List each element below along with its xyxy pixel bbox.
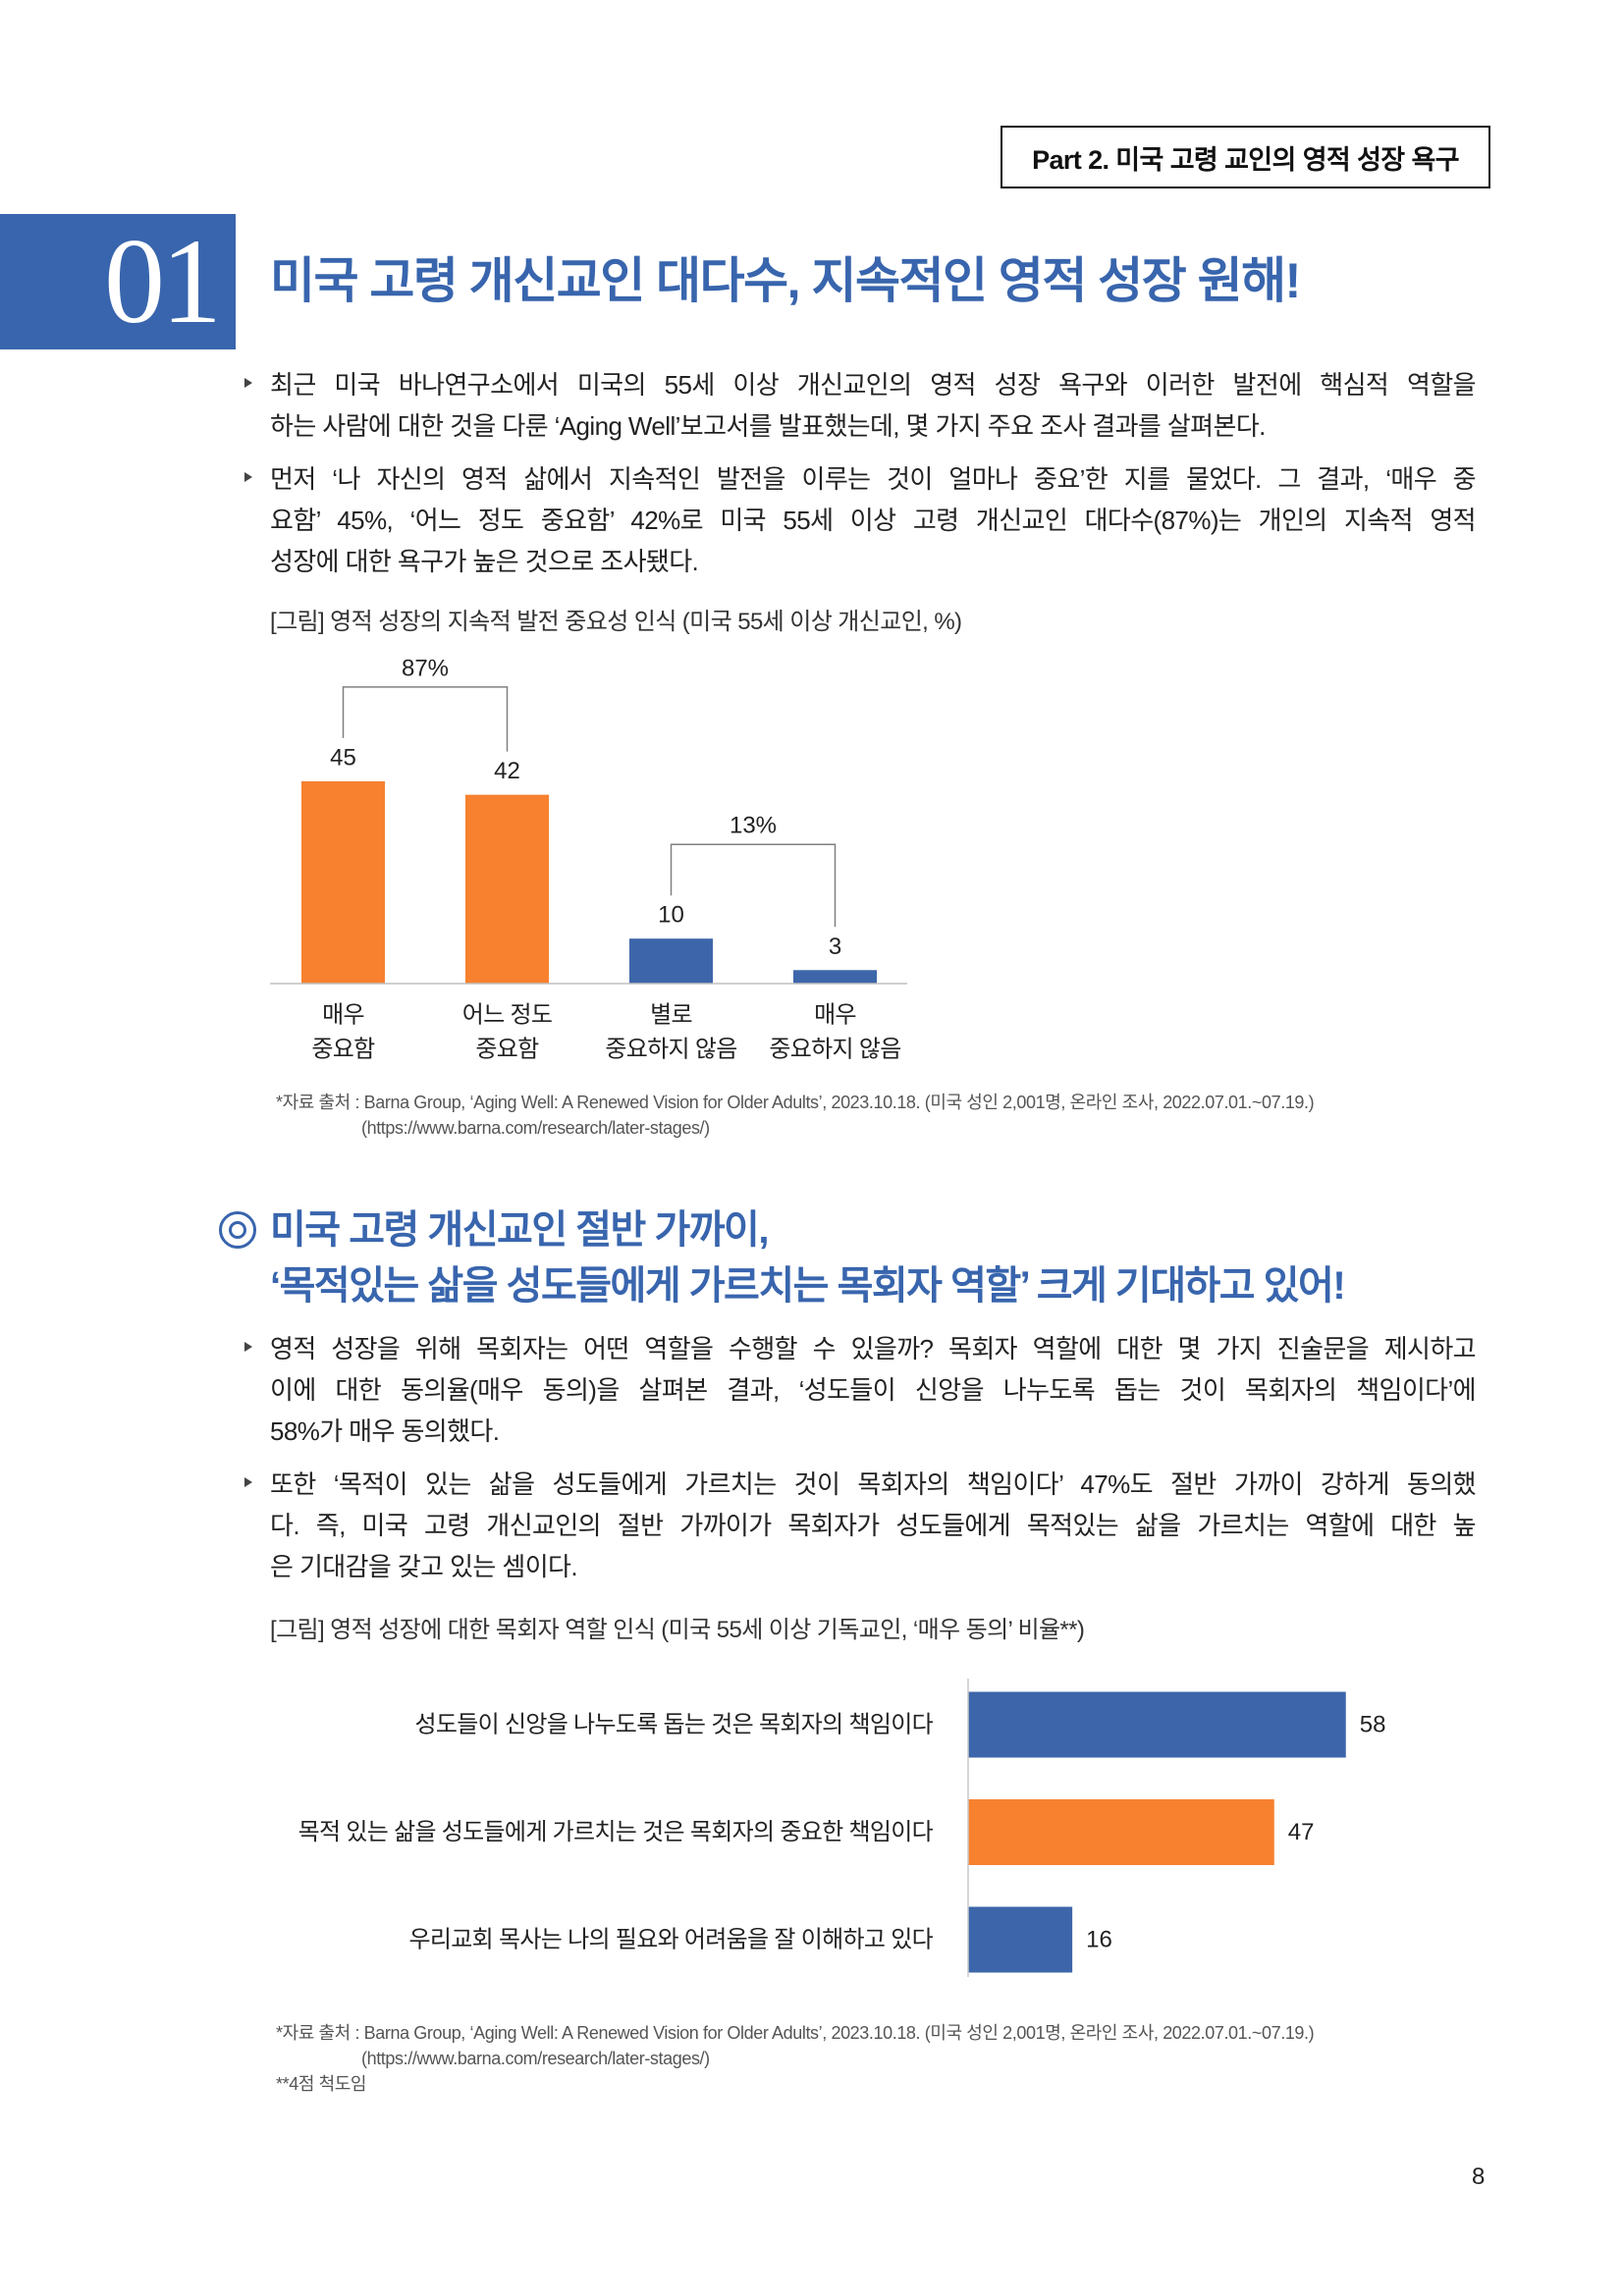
category-label: 중요하지 않음 (769, 1037, 900, 1063)
section-number-box: 01 (0, 214, 236, 349)
paragraph-line: 이에 대한 동의율(매우 동의)을 살펴본 결과, ‘성도들이 신앙을 나누도록… (270, 1375, 1477, 1405)
paragraph-line: 성장에 대한 욕구가 높은 것으로 조사됐다. (270, 547, 699, 576)
category-label: 어느 정도 (462, 1002, 553, 1029)
paragraph-line: 영적 성장을 위해 목회자는 어떤 역할을 수행할 수 있을까? 목회자 역할에… (270, 1334, 1477, 1363)
bar (629, 938, 713, 984)
category-label: 별로 (650, 1002, 692, 1029)
group-bracket (342, 686, 509, 752)
source-note: *자료 출처 : Barna Group, ‘Aging Well: A Ren… (276, 2020, 1315, 2097)
section-title: 미국 고령 개신교인 대다수, 지속적인 영적 성장 원해! (270, 253, 1301, 308)
scale-footnote: **4점 척도임 (276, 2074, 367, 2094)
category-label: 매우 (322, 1002, 364, 1029)
bar-value-label: 10 (658, 902, 684, 929)
paragraph-line: 최근 미국 바나연구소에서 미국의 55세 이상 개신교인의 영적 성장 욕구와… (270, 370, 1477, 400)
section-number: 01 (104, 214, 222, 348)
bar (301, 780, 385, 984)
paragraph-line: 또한 ‘목적이 있는 삶을 성도들에게 가르치는 것이 목회자의 책임이다’ 4… (270, 1469, 1477, 1499)
category-label: 목적 있는 삶을 성도들에게 가르치는 것은 목회자의 중요한 책임이다 (298, 1819, 934, 1845)
paragraph-line: 은 기대감을 갖고 있는 셈이다. (270, 1552, 578, 1581)
paragraph: 또한 ‘목적이 있는 삶을 성도들에게 가르치는 것이 목회자의 책임이다’ 4… (270, 1464, 1477, 1587)
category-label: 중요함 (475, 1037, 539, 1063)
category-label: 우리교회 목사는 나의 필요와 어려움을 잘 이해하고 있다 (408, 1927, 933, 1953)
double-circle-icon (219, 1211, 256, 1249)
page-number: 8 (1472, 2163, 1486, 2190)
category-label: 중요하지 않음 (605, 1037, 736, 1063)
subheading-line: ‘목적있는 삶을 성도들에게 가르치는 목회자 역할’ 크게 기대하고 있어! (270, 1264, 1346, 1308)
bullet-icon (244, 1477, 252, 1487)
category-label: 중요함 (311, 1037, 375, 1063)
bar-value-label: 3 (829, 934, 841, 960)
bar-value-label: 16 (1086, 1927, 1112, 1953)
paragraph: 영적 성장을 위해 목회자는 어떤 역할을 수행할 수 있을까? 목회자 역할에… (270, 1328, 1477, 1452)
bar (465, 794, 549, 984)
bar-value-label: 47 (1288, 1819, 1315, 1845)
figure-caption: [그림] 영적 성장의 지속적 발전 중요성 인식 (미국 55세 이상 개신교… (270, 609, 962, 635)
group-total-label: 13% (730, 813, 777, 839)
bullet-icon (244, 378, 252, 388)
category-label: 매우 (814, 1002, 856, 1029)
category-label: 성도들이 신앙을 나누도록 돕는 것은 목회자의 책임이다 (414, 1712, 933, 1738)
paragraph: 최근 미국 바나연구소에서 미국의 55세 이상 개신교인의 영적 성장 욕구와… (270, 364, 1477, 447)
bar-value-label: 58 (1360, 1712, 1386, 1738)
subheading-line: 미국 고령 개신교인 절반 가까이, (270, 1208, 769, 1252)
part-label: Part 2. 미국 고령 교인의 영적 성장 욕구 (1032, 144, 1459, 175)
bar (968, 1691, 1346, 1758)
paragraph-line: 요함’ 45%, ‘어느 정도 중요함’ 42%로 미국 55세 이상 고령 개… (270, 506, 1477, 535)
bar-value-label: 45 (330, 744, 356, 771)
bar (968, 1799, 1274, 1865)
group-total-label: 87% (402, 655, 449, 681)
bar-value-label: 42 (494, 758, 520, 784)
pastor-role-bar-chart: 58 성도들이 신앙을 나누도록 돕는 것은 목회자의 책임이다 47 목적 있는 삶… (298, 1679, 1386, 1977)
paragraph-line: 다. 즉, 미국 고령 개신교인의 절반 가까이가 목회자가 성도들에게 목적있… (270, 1511, 1477, 1540)
bar (968, 1906, 1073, 1973)
source-line: *자료 출처 : Barna Group, ‘Aging Well: A Ren… (276, 2023, 1315, 2043)
paragraph: 먼저 ‘나 자신의 영적 삶에서 지속적인 발전을 이루는 것이 얼마나 중요’… (270, 458, 1477, 582)
paragraph-line: 58%가 매우 동의했다. (270, 1416, 500, 1446)
source-note: *자료 출처 : Barna Group, ‘Aging Well: A Ren… (276, 1090, 1315, 1141)
figure-caption: [그림] 영적 성장에 대한 목회자 역할 인식 (미국 55세 이상 기독교인… (270, 1617, 1085, 1643)
part-label-box: Part 2. 미국 고령 교인의 영적 성장 욕구 (1001, 126, 1490, 188)
group-bracket (670, 843, 837, 928)
bullet-icon (244, 472, 252, 482)
source-line: *자료 출처 : Barna Group, ‘Aging Well: A Ren… (276, 1093, 1315, 1112)
bullet-icon (244, 1342, 252, 1352)
bar (793, 970, 877, 984)
paragraph-line: 먼저 ‘나 자신의 영적 삶에서 지속적인 발전을 이루는 것이 얼마나 중요’… (270, 464, 1477, 494)
paragraph-line: 하는 사람에 대한 것을 다룬 ‘Aging Well’보고서를 발표했는데, … (270, 411, 1266, 441)
source-url: (https://www.barna.com/research/later-st… (361, 2049, 710, 2068)
source-url: (https://www.barna.com/research/later-st… (361, 1118, 710, 1138)
